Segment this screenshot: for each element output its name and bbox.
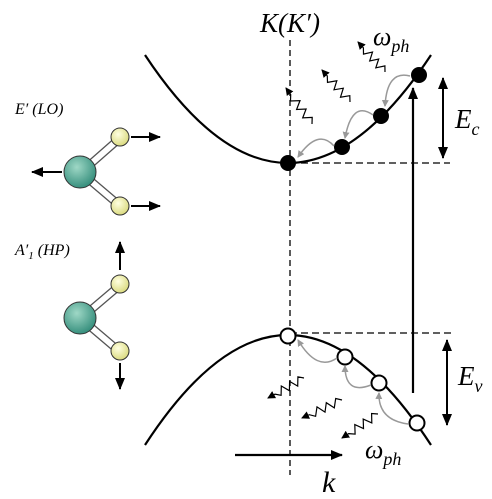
phonon-label: ωph	[365, 435, 401, 469]
mode-name: A′	[14, 242, 29, 259]
diagram: K(K′) ωph ωph Ec Ev k E′ (LO) A′1 (HP)	[0, 0, 492, 499]
relaxation-arrow	[345, 111, 373, 138]
phonon-emission	[268, 377, 304, 398]
mode-paren: (LO)	[32, 101, 63, 118]
electron	[334, 139, 350, 155]
mode-label: E′ (LO)	[14, 101, 63, 118]
atom	[64, 302, 96, 334]
atom	[111, 128, 129, 146]
phonon-emission	[322, 70, 350, 102]
conduction-gap-label: Ec	[454, 104, 480, 139]
electron	[411, 67, 427, 83]
symbol: E	[457, 361, 475, 391]
mode-label: A′1 (HP)	[14, 242, 70, 263]
symbol: E	[454, 104, 472, 134]
symbol: ω	[373, 22, 391, 51]
subscript: ph	[389, 36, 409, 56]
relaxation-arrow	[298, 340, 337, 362]
electron	[373, 108, 389, 124]
atom	[64, 156, 96, 188]
mode-paren: (HP)	[38, 242, 70, 259]
atom	[111, 275, 129, 293]
atom	[111, 197, 129, 215]
momentum-label: k	[322, 466, 336, 499]
phonon-label: ωph	[373, 22, 409, 56]
subscript: c	[472, 119, 480, 139]
mode-name: E′	[14, 101, 29, 118]
atom	[111, 342, 129, 360]
electron	[280, 155, 296, 171]
hole	[410, 416, 425, 431]
k-point-label: K(K′)	[259, 8, 320, 38]
valence-gap-label: Ev	[457, 361, 483, 396]
hole	[281, 329, 296, 344]
lo-mode-molecule	[32, 128, 160, 215]
subscript: 1	[28, 250, 34, 262]
hole	[372, 376, 387, 391]
conduction-band	[145, 55, 431, 163]
subscript: v	[475, 376, 483, 396]
phonon-emission	[302, 399, 342, 419]
hp-mode-molecule	[64, 242, 129, 389]
symbol: ω	[365, 435, 383, 464]
subscript: ph	[381, 449, 401, 469]
hole	[338, 350, 353, 365]
